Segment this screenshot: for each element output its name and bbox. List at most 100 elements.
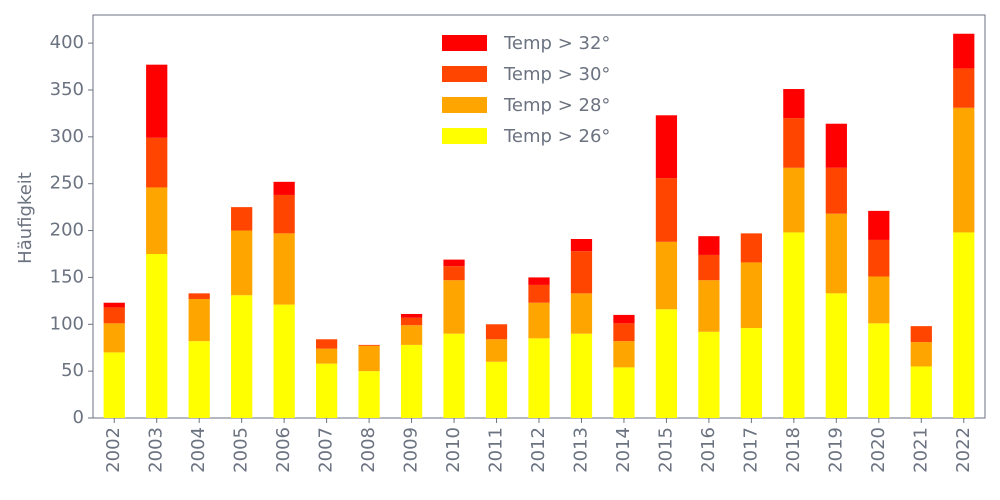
bar-segment bbox=[783, 232, 805, 418]
bar-segment bbox=[400, 344, 423, 418]
y-tick-label: 50 bbox=[61, 360, 84, 381]
bar-segment bbox=[485, 339, 508, 362]
bar-segment bbox=[570, 293, 593, 334]
bar-segment bbox=[570, 333, 593, 418]
bar-segment bbox=[825, 293, 847, 418]
y-tick-label: 100 bbox=[50, 313, 84, 334]
legend-swatch bbox=[442, 66, 487, 82]
x-tick-label: 2011 bbox=[486, 427, 507, 473]
bar-segment bbox=[613, 323, 635, 342]
bar-segment bbox=[316, 348, 338, 364]
x-tick-label: 2006 bbox=[273, 427, 294, 473]
bar-segment bbox=[231, 295, 253, 418]
bar-segment bbox=[613, 314, 635, 324]
bar-segment bbox=[740, 233, 762, 263]
bar-segment bbox=[188, 293, 210, 299]
bar-segment bbox=[825, 213, 847, 294]
bar-segment bbox=[188, 341, 210, 418]
bar-segment bbox=[103, 302, 125, 308]
bar-segment bbox=[740, 328, 762, 418]
x-tick-label: 2021 bbox=[910, 427, 931, 473]
bar-segment bbox=[443, 333, 465, 418]
bar-segment bbox=[485, 361, 508, 418]
bar-segment bbox=[868, 323, 890, 418]
x-tick-label: 2012 bbox=[528, 427, 549, 473]
legend-swatch bbox=[442, 35, 487, 51]
bar-segment bbox=[146, 253, 168, 418]
bar-segment bbox=[103, 323, 125, 353]
bar-segment bbox=[103, 352, 125, 418]
legend-label: Temp > 32° bbox=[503, 33, 610, 54]
bar-segment bbox=[358, 344, 380, 346]
x-tick-label: 2005 bbox=[231, 427, 252, 473]
bar-segment bbox=[655, 241, 678, 310]
bar-segment bbox=[231, 207, 253, 231]
bar-segment bbox=[655, 178, 678, 242]
y-axis-label: Häufigkeit bbox=[15, 172, 36, 264]
bar-segment bbox=[146, 187, 168, 254]
bar-segment bbox=[655, 309, 678, 418]
bar-segment bbox=[188, 298, 210, 342]
x-tick-label: 2020 bbox=[868, 427, 889, 473]
bar-segment bbox=[231, 230, 253, 296]
x-tick-label: 2007 bbox=[316, 427, 337, 473]
y-tick-label: 300 bbox=[50, 126, 84, 147]
x-tick-label: 2010 bbox=[443, 427, 464, 473]
legend-swatch bbox=[442, 128, 487, 144]
bar-segment bbox=[485, 324, 508, 340]
bar-segment bbox=[273, 304, 295, 418]
legend-label: Temp > 28° bbox=[503, 95, 610, 116]
bar-segment bbox=[528, 277, 550, 285]
bar-segment bbox=[953, 232, 975, 418]
bar-segment bbox=[613, 367, 635, 418]
bar-segment bbox=[103, 307, 125, 324]
bar-segment bbox=[953, 68, 975, 108]
bar-segment bbox=[910, 366, 932, 418]
bar-segment bbox=[868, 210, 890, 240]
bar-segment bbox=[783, 167, 805, 233]
y-tick-label: 150 bbox=[50, 266, 84, 287]
y-tick-label: 350 bbox=[50, 79, 84, 100]
bar-segment bbox=[613, 341, 635, 368]
bar-segment bbox=[146, 64, 168, 138]
legend-label: Temp > 30° bbox=[503, 64, 610, 85]
bar-segment bbox=[400, 325, 423, 345]
bar-segment bbox=[358, 345, 380, 372]
bar-segment bbox=[740, 262, 762, 329]
bar-segment bbox=[868, 239, 890, 277]
x-tick-label: 2004 bbox=[188, 427, 209, 473]
bar-segment bbox=[783, 118, 805, 168]
bar-segment bbox=[570, 251, 593, 294]
bar-segment bbox=[528, 302, 550, 339]
x-tick-label: 2015 bbox=[655, 427, 676, 473]
bar-segment bbox=[570, 238, 593, 252]
bar-segment bbox=[443, 280, 465, 334]
bar-segment bbox=[273, 194, 295, 234]
bar-segment bbox=[273, 233, 295, 305]
bar-segment bbox=[358, 371, 380, 418]
bar-segment bbox=[400, 313, 423, 318]
bar-segment bbox=[698, 280, 720, 332]
x-tick-label: 2009 bbox=[401, 427, 422, 473]
bar-segment bbox=[698, 254, 720, 281]
bar-segment bbox=[528, 338, 550, 418]
bar-segment bbox=[146, 137, 168, 188]
y-tick-label: 0 bbox=[73, 407, 84, 428]
x-tick-label: 2019 bbox=[825, 427, 846, 473]
bar-segment bbox=[825, 123, 847, 168]
x-tick-label: 2013 bbox=[570, 427, 591, 473]
y-tick-label: 250 bbox=[50, 173, 84, 194]
legend-label: Temp > 26° bbox=[503, 126, 610, 147]
bar-segment bbox=[400, 317, 423, 326]
bar-segment bbox=[443, 266, 465, 281]
bar-segment bbox=[316, 339, 338, 349]
bar-segment bbox=[528, 284, 550, 303]
bar-segment bbox=[910, 342, 932, 367]
x-tick-label: 2017 bbox=[740, 427, 761, 473]
bar-segment bbox=[953, 107, 975, 233]
bar-segment bbox=[698, 331, 720, 418]
x-tick-label: 2022 bbox=[953, 427, 974, 473]
x-tick-label: 2003 bbox=[146, 427, 167, 473]
x-tick-label: 2002 bbox=[103, 427, 124, 473]
